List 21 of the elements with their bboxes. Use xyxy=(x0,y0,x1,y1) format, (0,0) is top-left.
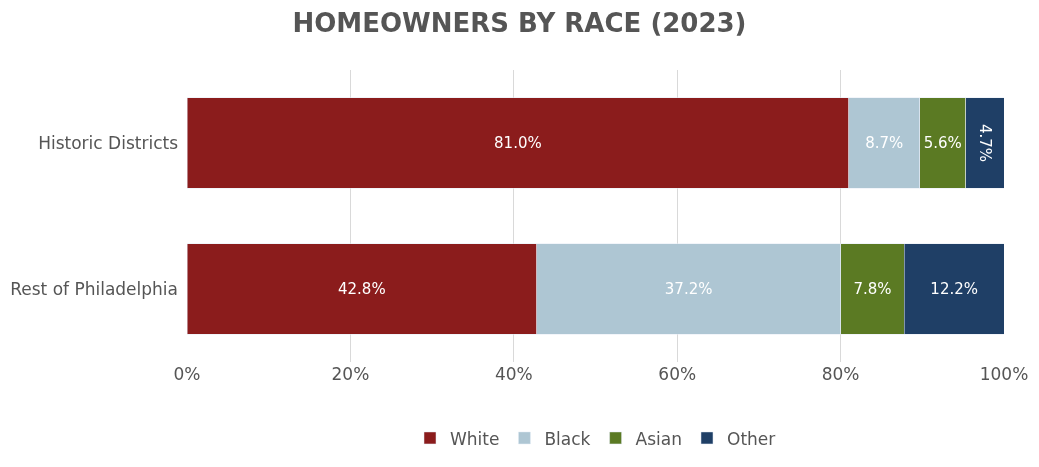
legend-label: Asian xyxy=(635,428,682,449)
data-label: 37.2% xyxy=(664,280,713,298)
data-label: 81.0% xyxy=(494,134,542,152)
y-tick-label: Rest of Philadelphia xyxy=(10,278,178,299)
y-tick-label: Historic Districts xyxy=(38,132,179,153)
data-label: 5.6% xyxy=(923,134,962,152)
data-label: 8.7% xyxy=(865,134,904,152)
x-tick-label: 40% xyxy=(494,364,533,384)
x-tick-label: 100% xyxy=(979,364,1029,384)
x-tick-label: 80% xyxy=(821,364,860,384)
legend-label: White xyxy=(450,428,500,449)
data-label: 12.2% xyxy=(930,280,978,298)
data-label: 7.8% xyxy=(853,280,892,298)
data-label: 4.7% xyxy=(975,123,994,163)
chart-title: HOMEOWNERS BY RACE (2023) xyxy=(292,8,747,39)
legend-label: Black xyxy=(544,428,591,449)
x-tick-label: 0% xyxy=(173,364,201,384)
x-tick-label: 20% xyxy=(331,364,370,384)
x-tick-label: 60% xyxy=(658,364,697,384)
legend-label: Other xyxy=(726,428,776,449)
data-label: 42.8% xyxy=(338,280,386,298)
